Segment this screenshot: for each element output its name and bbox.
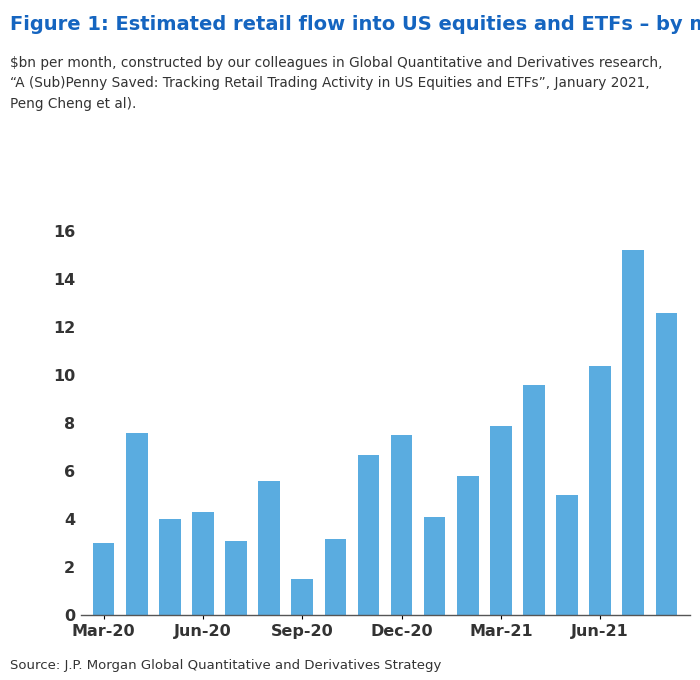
Bar	[193, 512, 214, 615]
Bar	[225, 541, 247, 615]
Bar	[490, 426, 512, 615]
Bar	[424, 517, 445, 615]
Bar	[622, 250, 644, 615]
Bar	[159, 520, 181, 615]
Bar	[358, 454, 379, 615]
Bar	[126, 433, 148, 615]
Bar	[656, 313, 677, 615]
Bar	[523, 385, 545, 615]
Bar	[457, 476, 479, 615]
Bar	[93, 543, 114, 615]
Bar	[391, 435, 412, 615]
Text: Source: J.P. Morgan Global Quantitative and Derivatives Strategy: Source: J.P. Morgan Global Quantitative …	[10, 659, 442, 672]
Text: Figure 1: Estimated retail flow into US equities and ETFs – by month: Figure 1: Estimated retail flow into US …	[10, 15, 700, 34]
Bar	[325, 539, 346, 615]
Text: $bn per month, constructed by our colleagues in Global Quantitative and Derivati: $bn per month, constructed by our collea…	[10, 56, 663, 111]
Bar	[556, 495, 577, 615]
Bar	[258, 481, 280, 615]
Bar	[291, 579, 313, 615]
Bar	[589, 366, 611, 615]
